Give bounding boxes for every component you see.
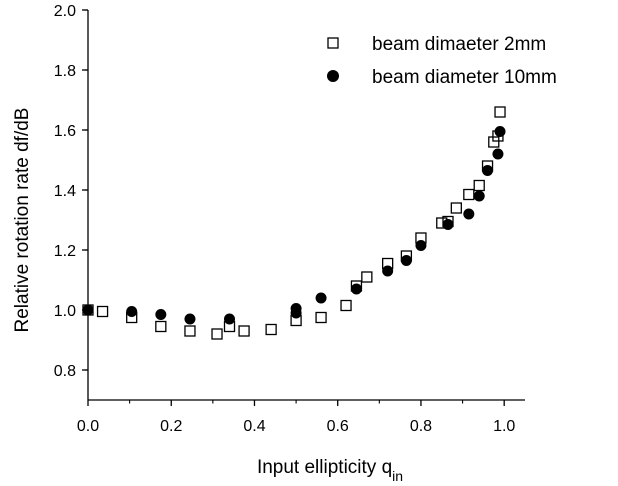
legend: beam dimaeter 2mm beam diameter 10mm [327,34,557,88]
data-point-10mm [473,190,485,202]
legend-label-10mm: beam diameter 10mm [372,67,557,88]
data-point-10mm [290,307,302,319]
data-point-10mm [224,313,236,325]
data-point-10mm [126,306,138,317]
data-point-10mm [184,313,196,325]
data-point-10mm [463,208,475,220]
legend-label-2mm: beam dimaeter 2mm [372,34,546,55]
data-point-10mm [494,126,506,137]
data-point-10mm [315,292,327,304]
data-point-2mm [361,271,373,283]
data-point-2mm [450,202,462,214]
data-point-2mm [315,311,327,324]
y-tick-label: 1.2 [54,243,76,260]
y-tick-label: 0.8 [54,363,76,380]
data-point-2mm [340,299,352,312]
data-point-2mm [211,328,223,340]
x-axis-title: Input ellipticity qin [257,457,403,484]
data-point-2mm [488,136,500,148]
x-tick-label: 0.0 [77,418,99,435]
legend-marker-filled-circle [327,70,339,82]
y-tick-label: 1.8 [54,63,76,80]
x-tick-label: 0.2 [160,418,182,435]
y-tick-label: 1.6 [54,123,76,140]
x-tick-label: 1.0 [493,418,515,435]
y-tick-label: 1.0 [54,303,76,320]
axes [87,10,525,401]
x-tick-label: 0.4 [243,418,265,435]
data-point-10mm [400,255,412,266]
x-tick-label: 0.6 [327,418,349,435]
data-point-10mm [350,283,362,295]
legend-marker-open-square [327,37,339,49]
data-point-2mm [238,325,250,337]
data-point-2mm [155,320,167,333]
data-point-2mm [473,179,485,192]
x-axis-ticks: 0.0 0.2 0.4 0.6 0.8 1.0 [77,400,515,435]
y-axis-ticks: 0.8 1.0 1.2 1.4 1.6 1.8 2.0 [54,3,88,380]
data-point-10mm [415,240,427,251]
data-point-2mm [96,305,109,318]
data-point-10mm [442,219,454,230]
series-beam-10mm [82,126,506,325]
data-point-10mm [482,165,494,176]
y-axis-title: Relative rotation rate df/dB [12,108,33,333]
x-tick-label: 0.8 [410,418,432,435]
data-point-2mm [184,325,196,337]
data-point-2mm [265,323,277,336]
y-tick-label: 1.4 [54,183,76,200]
data-point-10mm [492,148,504,160]
data-point-10mm [155,309,167,320]
data-point-10mm [82,304,94,316]
data-point-10mm [382,265,394,277]
data-point-2mm [463,188,475,201]
data-point-2mm [494,106,506,118]
y-tick-label: 2.0 [54,3,76,20]
